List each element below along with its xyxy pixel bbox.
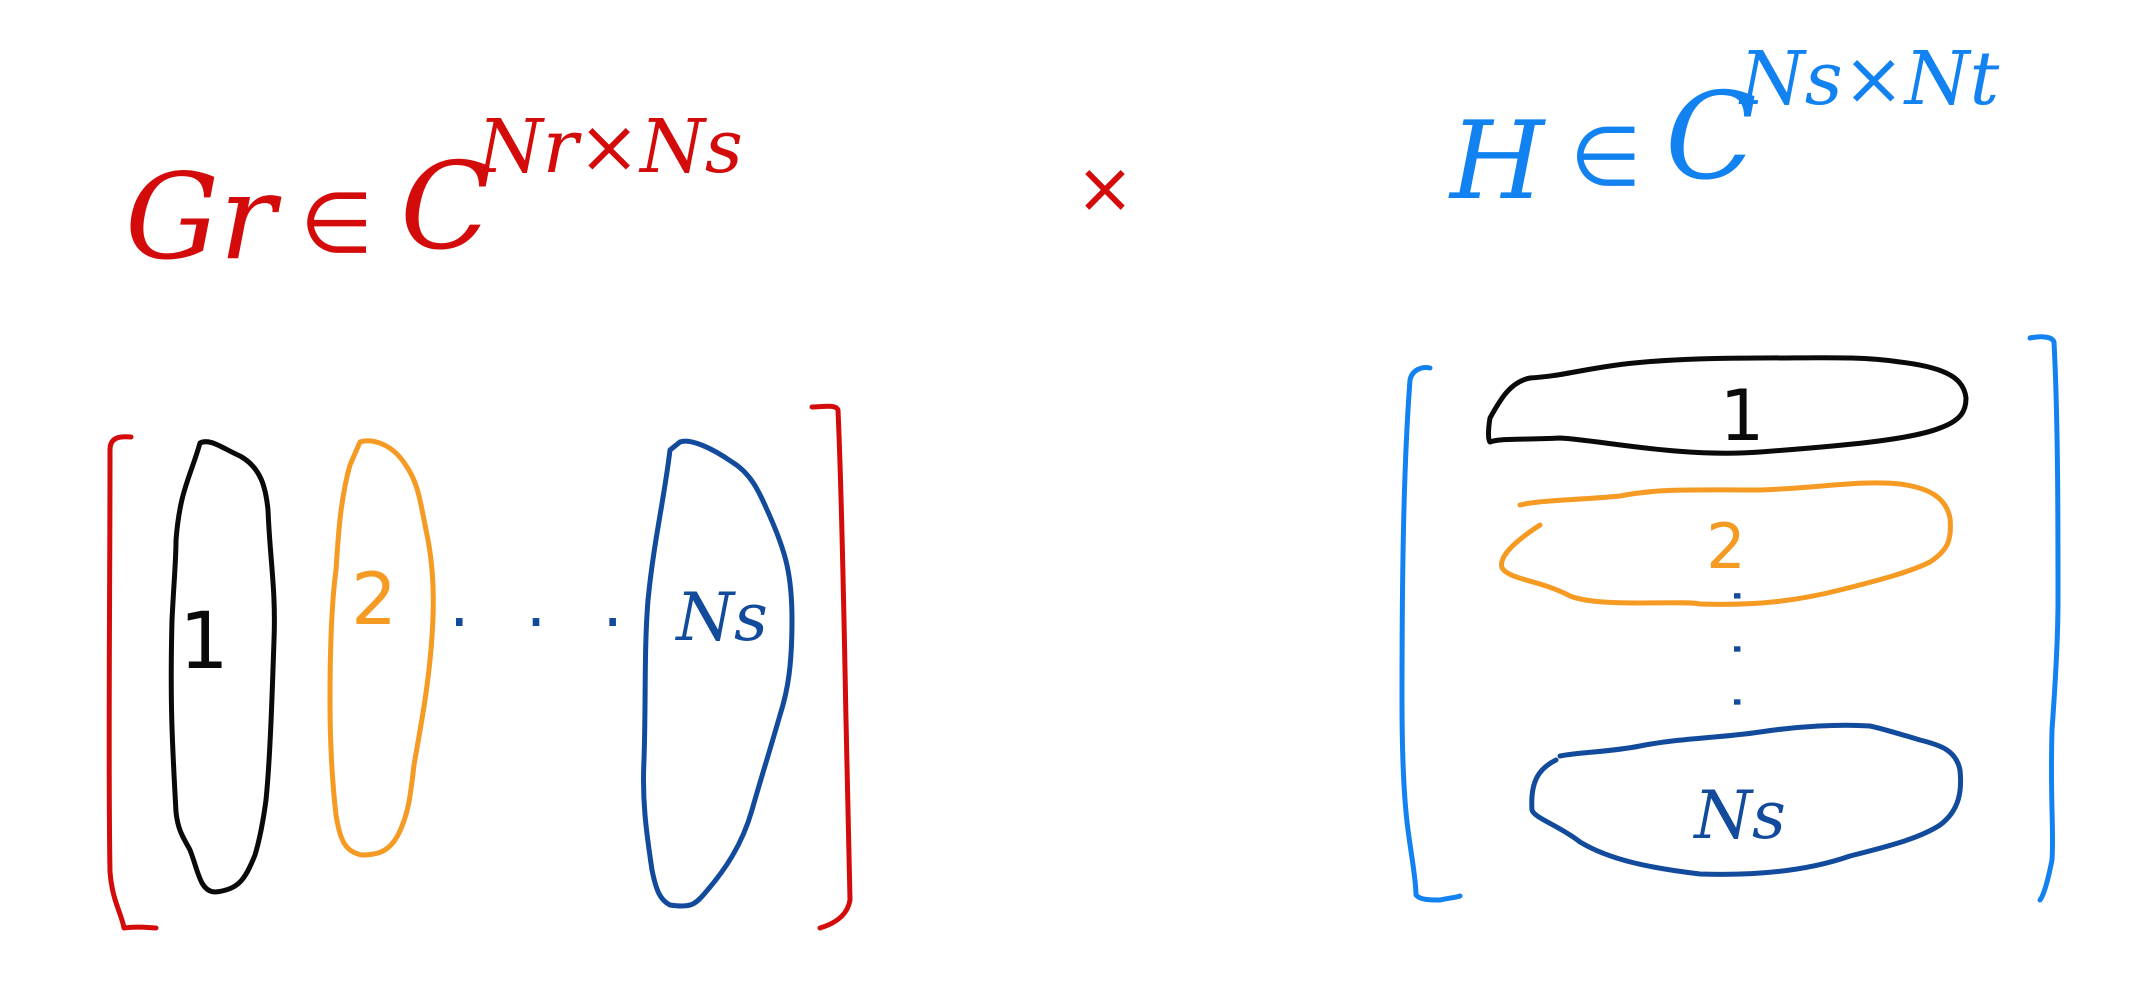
left-matrix-membership: ∈ xyxy=(300,174,373,272)
left-column-1-label: 1 xyxy=(179,597,229,687)
left-matrix-dims: Nr×Ns xyxy=(476,104,743,190)
right-matrix-ellipsis: . . . xyxy=(1721,588,1781,721)
left-matrix-close-bracket xyxy=(809,403,853,931)
left-matrix-open-bracket xyxy=(106,434,159,931)
left-column-ns-outline xyxy=(640,438,795,909)
left-column-2-label: 2 xyxy=(351,557,397,641)
left-matrix-symbol: Gr xyxy=(125,148,282,286)
right-matrix-field: C xyxy=(1665,68,1757,207)
left-matrix-field: C xyxy=(400,138,492,277)
left-column-2-outline xyxy=(327,438,436,858)
left-matrix-ellipsis: . . . xyxy=(449,568,641,642)
right-matrix-close-bracket xyxy=(2027,334,2061,903)
right-row-2-label: 2 xyxy=(1706,510,1745,583)
left-column-ns-label: Ns xyxy=(674,579,768,656)
right-row-ns-outline xyxy=(1529,722,1964,877)
right-matrix-open-bracket xyxy=(1399,365,1463,903)
right-row-ns-label: Ns xyxy=(1692,777,1786,854)
right-row-2-outline xyxy=(1499,480,1953,607)
right-matrix-dims: Ns×Nt xyxy=(1738,36,1999,122)
right-matrix: H ∈ C Ns×Nt 1 2 . . . Ns xyxy=(1399,36,2061,903)
right-row-1-label: 1 xyxy=(1720,375,1765,457)
left-matrix-header: Gr ∈ C Nr×Ns xyxy=(125,104,743,286)
right-matrix-symbol: H xyxy=(1448,99,1546,224)
left-matrix: Gr ∈ C Nr×Ns 1 2 . . . Ns xyxy=(106,104,853,931)
left-column-1-outline xyxy=(168,439,277,895)
right-matrix-membership: ∈ xyxy=(1570,110,1641,205)
right-row-1-outline xyxy=(1486,355,1969,456)
multiplication-operator: × xyxy=(1076,147,1135,229)
right-matrix-header: H ∈ C Ns×Nt xyxy=(1448,36,1999,224)
